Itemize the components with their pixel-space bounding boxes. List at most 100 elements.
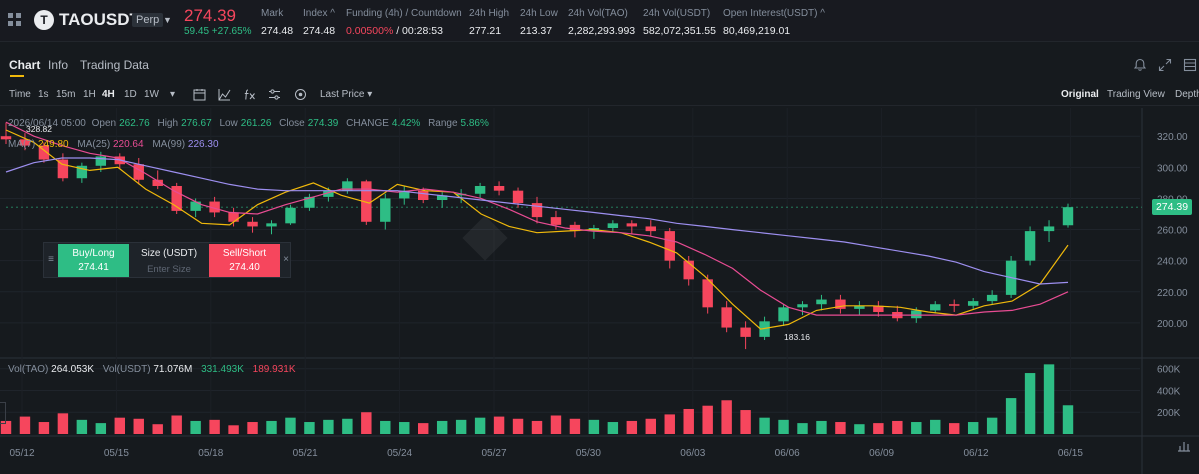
price-type-select[interactable]: Last Price ▾ <box>320 89 373 100</box>
candle-body <box>38 145 50 160</box>
indicator-icon[interactable] <box>218 88 231 101</box>
bell-icon[interactable] <box>1133 58 1147 72</box>
volume-bar <box>645 418 657 434</box>
high-price-marker: 328.82 <box>26 124 52 134</box>
volume-legend: Vol(TAO) 264.053K Vol(USDT) 71.076M 331.… <box>8 364 296 375</box>
chart-toolbar: Time 1s 15m 1H 4H 1D 1W ▾ Last Price ▾ O… <box>0 84 1199 106</box>
ma-legend: MA(7) 249.80 MA(25) 220.64 MA(99) 226.30 <box>8 139 219 150</box>
candle-body <box>57 159 69 179</box>
volume-bar <box>702 405 713 434</box>
volume-bar <box>1005 398 1017 434</box>
last-price: 274.39 <box>184 6 236 25</box>
chart-settings-icon[interactable] <box>1177 440 1191 452</box>
buy-price: 274.41 <box>78 262 109 273</box>
candle-body <box>0 136 12 140</box>
volume-bar <box>57 413 69 434</box>
volume-bar <box>759 417 770 434</box>
grid-menu-icon[interactable] <box>8 13 22 27</box>
candle-body <box>417 190 429 200</box>
price-chart[interactable]: 320.00300.00280.00260.00240.00220.00200.… <box>0 108 1199 474</box>
stat-open-interest[interactable]: Open Interest(USDT) ^ 80,469,219.01 <box>723 8 825 37</box>
fx-icon[interactable] <box>243 88 256 101</box>
symbol-dropdown-icon[interactable]: ▼ <box>163 15 172 25</box>
symbol-name[interactable]: TAOUSDT <box>59 10 140 29</box>
view-trading-view[interactable]: Trading View <box>1107 89 1165 100</box>
volume-bar <box>512 418 524 434</box>
contract-type-badge: Perp <box>132 13 164 27</box>
layout-icon[interactable] <box>1183 58 1197 72</box>
candle-body <box>911 310 922 319</box>
interval-4h[interactable]: 4H <box>102 89 115 100</box>
panel-tabs: Chart Info Trading Data <box>0 52 1199 78</box>
time-axis: 05/12 05/15 05/18 05/21 05/24 05/27 05/30 06/03… <box>9 448 1083 459</box>
close-icon[interactable]: × <box>283 254 289 265</box>
stat-value: 2,282,293.993 <box>568 25 636 37</box>
candle-body <box>778 307 789 322</box>
volume-bar <box>342 418 353 434</box>
time-tick-label: 05/21 <box>293 448 318 459</box>
ohlc-legend: 2026/06/14 05:00 Open 262.76 High 276.67 L… <box>8 118 494 129</box>
settings-sliders-icon[interactable] <box>268 88 281 101</box>
sell-short-button[interactable]: Sell/Short 274.40 <box>209 244 280 277</box>
price-tick-label: 300.00 <box>1157 163 1188 174</box>
legend-change: 4.42% <box>391 118 421 129</box>
interval-time[interactable]: Time <box>9 89 31 100</box>
tab-trading-data[interactable]: Trading Data <box>80 58 149 72</box>
interval-1w[interactable]: 1W <box>144 89 159 100</box>
volume-bar <box>1043 364 1055 434</box>
candle-body <box>247 221 258 227</box>
tab-info[interactable]: Info <box>48 58 69 72</box>
candle-body <box>76 165 88 179</box>
size-input[interactable] <box>134 264 204 275</box>
volume-bars <box>0 364 1074 434</box>
interval-1s[interactable]: 1s <box>38 89 49 100</box>
candle-body <box>380 198 391 222</box>
candle-body <box>930 304 941 311</box>
legend-close-label: Close <box>279 118 305 129</box>
stat-24h-vol-tao: 24h Vol(TAO) 2,282,293.993 <box>568 8 635 37</box>
stat-value: 274.48 <box>303 25 336 37</box>
drag-handle-icon[interactable]: ≡ <box>48 254 54 265</box>
candle-body <box>399 190 410 199</box>
volume-bar <box>399 422 410 434</box>
interval-1h[interactable]: 1H <box>83 89 96 100</box>
candle-body <box>190 201 201 211</box>
time-tick-label: 06/15 <box>1058 448 1083 459</box>
volume-bar <box>854 424 865 434</box>
sell-price: 274.40 <box>229 262 260 273</box>
price-change: 59.45 +27.65% <box>184 26 252 37</box>
legend-change-label: CHANGE <box>346 118 389 129</box>
scroll-left-handle[interactable] <box>0 402 6 424</box>
volume-bar <box>455 419 467 434</box>
volume-tick-label: 400K <box>1157 386 1181 397</box>
vol-ma1-value: 331.493K <box>201 364 244 375</box>
sell-label: Sell/Short <box>222 248 267 259</box>
legend-close: 274.39 <box>307 118 339 129</box>
view-depth[interactable]: Depth <box>1175 89 1199 100</box>
volume-bar <box>76 419 88 434</box>
volume-axis: 600K 400K 200K <box>1157 365 1181 420</box>
volume-bar <box>626 420 638 434</box>
stat-index[interactable]: Index ^ 274.48 <box>303 8 335 37</box>
calendar-icon[interactable] <box>193 88 206 101</box>
more-intervals-icon[interactable]: ▾ <box>170 89 176 100</box>
interval-15m[interactable]: 15m <box>56 89 76 100</box>
volume-bar <box>304 422 315 434</box>
interval-1d[interactable]: 1D <box>124 89 137 100</box>
candle-body <box>474 186 486 194</box>
time-tick-label: 06/06 <box>775 448 800 459</box>
target-icon[interactable] <box>294 88 307 101</box>
expand-icon[interactable] <box>1158 58 1172 72</box>
volume-bar <box>38 422 50 434</box>
volume-bar <box>930 419 941 434</box>
volume-bar <box>948 423 960 434</box>
token-logo-icon: T <box>34 10 54 30</box>
volume-bar <box>133 418 144 434</box>
ma-line-ma7 <box>5 129 1069 330</box>
buy-long-button[interactable]: Buy/Long 274.41 <box>58 244 129 277</box>
tab-chart[interactable]: Chart <box>9 58 41 72</box>
view-original[interactable]: Original <box>1061 89 1099 100</box>
candle-body <box>209 201 220 213</box>
candle-body <box>626 223 638 227</box>
legend-open: 262.76 <box>119 118 150 129</box>
